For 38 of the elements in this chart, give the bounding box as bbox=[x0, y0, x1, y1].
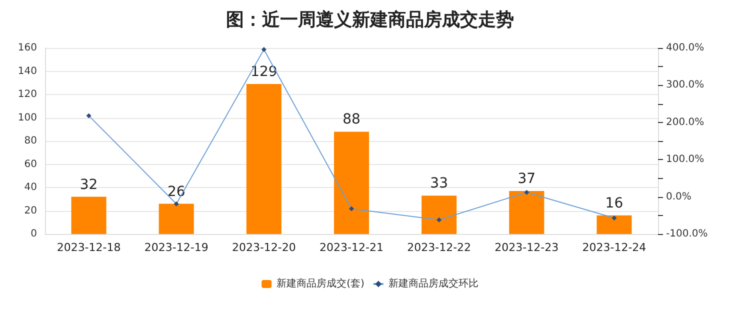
y-tick-label: 120 bbox=[18, 89, 37, 100]
bar bbox=[509, 190, 544, 234]
bar bbox=[71, 196, 106, 234]
y2-tick-label: -100.0% bbox=[666, 228, 708, 240]
y2-tick-label: 200.0% bbox=[666, 116, 704, 128]
y2-tick-label: 100.0% bbox=[666, 154, 704, 166]
bar bbox=[334, 132, 370, 234]
x-tick-label: 2023-12-20 bbox=[232, 241, 296, 254]
y-tick-label: 20 bbox=[24, 205, 37, 216]
y-tick-label: 40 bbox=[24, 182, 37, 193]
data-label: 32 bbox=[80, 176, 98, 193]
y-tick-label: 140 bbox=[18, 66, 37, 77]
data-label: 88 bbox=[342, 112, 360, 128]
y-tick-label: 160 bbox=[18, 42, 37, 54]
x-tick-label: 2023-12-19 bbox=[144, 241, 208, 254]
data-label: 33 bbox=[430, 176, 448, 192]
y-tick-label: 60 bbox=[24, 158, 37, 170]
x-tick-label: 2023-12-23 bbox=[494, 241, 559, 254]
x-tick-label: 2023-12-24 bbox=[582, 241, 646, 254]
y-tick-label: 100 bbox=[18, 112, 37, 124]
y2-tick-label: 400.0% bbox=[666, 42, 704, 54]
bar bbox=[596, 215, 632, 234]
legend-label: 新建商品房成交(套) bbox=[276, 278, 364, 290]
x-tick-label: 2023-12-21 bbox=[320, 241, 384, 254]
chart-title: 图：近一周遵义新建商品房成交走势 bbox=[226, 10, 514, 30]
y2-tick-label: 0.0% bbox=[666, 191, 692, 202]
x-tick-label: 2023-12-18 bbox=[56, 241, 121, 254]
y2-tick-label: 300.0% bbox=[666, 80, 704, 91]
data-label: 129 bbox=[250, 64, 278, 80]
legend-label: 新建商品房成交环比 bbox=[388, 278, 478, 290]
bar bbox=[158, 204, 194, 234]
y-tick-label: 0 bbox=[30, 228, 37, 240]
bar bbox=[246, 84, 282, 234]
x-tick-label: 2023-12-22 bbox=[407, 241, 472, 254]
y-tick-label: 80 bbox=[24, 136, 37, 146]
bar bbox=[422, 196, 457, 234]
data-label: 37 bbox=[518, 170, 536, 187]
data-label: 16 bbox=[605, 195, 624, 212]
